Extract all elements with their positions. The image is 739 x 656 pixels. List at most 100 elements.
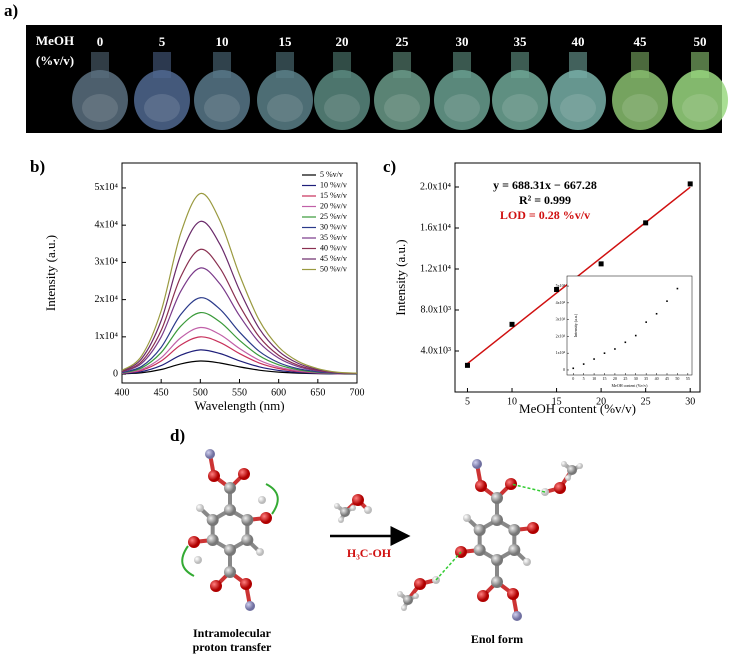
data-point (593, 358, 595, 360)
atom (241, 534, 254, 546)
x-tick-label: 25 (641, 396, 651, 407)
data-point (509, 321, 515, 327)
y-tick-label: 1x10⁴ (95, 331, 119, 342)
x-tick-label: 5 (583, 376, 585, 381)
atom (238, 468, 250, 480)
legend-label: 20 %v/v (320, 201, 347, 210)
flask-glow (622, 94, 658, 122)
y-tick-label: 8.0x10³ (421, 304, 452, 315)
photo-header: MeOH (36, 33, 74, 48)
spectrum-line (121, 220, 358, 374)
column-label: 20 (336, 34, 349, 49)
atom (208, 470, 220, 482)
x-tick-label: 10 (507, 396, 517, 407)
x-tick-label: 15 (603, 376, 607, 381)
atom (554, 482, 566, 494)
atom (523, 558, 531, 566)
data-point (603, 352, 606, 354)
y-tick-label: 1.2x10⁴ (420, 263, 452, 274)
annotation: R² = 0.999 (519, 193, 571, 207)
y-tick-label: 2.0x10⁴ (420, 181, 452, 192)
data-point (554, 286, 560, 292)
atom (512, 611, 522, 621)
proton-arrow (265, 483, 279, 515)
atom (364, 506, 372, 514)
column-label: 40 (572, 34, 585, 49)
atom (475, 480, 487, 492)
atom (473, 524, 486, 536)
legend-label: 35 %v/v (320, 233, 347, 242)
atom (260, 512, 272, 524)
atom (491, 576, 503, 588)
annotation: y = 688.31x − 667.28 (493, 178, 597, 192)
spectrum-line (121, 192, 358, 374)
column-label: 50 (694, 34, 707, 49)
caption: Intramolecular (193, 626, 272, 640)
data-point (582, 363, 585, 365)
y-axis-title: Intensity (a.u.) (43, 235, 58, 311)
x-axis-title: MeOH content (%v/v) (519, 401, 636, 416)
atom (397, 591, 403, 597)
y-tick-label: 5x10⁴ (95, 182, 119, 193)
flask-body (492, 70, 548, 130)
x-axis-title: MeOH content (%v/v) (612, 383, 649, 388)
atom (561, 461, 567, 467)
x-tick-label: 10 (592, 376, 596, 381)
y-tick-label: 3x10⁴ (556, 317, 566, 322)
photo-header: (%v/v) (36, 53, 74, 68)
flask-body (134, 70, 190, 130)
y-axis-title: Intensity (a.u.) (573, 313, 578, 337)
plot-frame (121, 162, 358, 384)
atom (472, 459, 482, 469)
x-tick-label: 0 (572, 376, 574, 381)
atom (491, 514, 503, 526)
atom (567, 465, 577, 475)
column-label: 25 (396, 34, 410, 49)
h-bond (510, 483, 546, 493)
x-tick-label: 15 (552, 396, 562, 407)
data-point (598, 261, 604, 267)
atom (565, 475, 571, 481)
legend-label: 10 %v/v (320, 180, 347, 189)
flask-glow (204, 94, 240, 122)
panel-label: a) (4, 1, 18, 20)
x-tick-label: 30 (634, 376, 638, 381)
data-point (643, 220, 649, 226)
x-tick-label: 45 (665, 376, 669, 381)
atom (206, 534, 219, 546)
x-tick-label: 700 (350, 387, 365, 398)
flask-body (550, 70, 606, 130)
atom (188, 536, 200, 548)
annotation: LOD = 0.28 %v/v (500, 208, 590, 222)
flask-glow (444, 94, 480, 122)
proton-arrow (181, 545, 195, 577)
x-tick-label: 5 (465, 396, 470, 407)
atom (491, 492, 503, 504)
x-axis-title: Wavelength (nm) (194, 398, 284, 413)
atom (338, 517, 344, 523)
flask-photo (72, 52, 728, 130)
x-tick-label: 650 (310, 387, 325, 398)
legend-label: 5 %v/v (320, 170, 343, 179)
y-tick-label: 2x10⁴ (556, 333, 566, 338)
x-tick-label: 600 (271, 387, 286, 398)
atom (352, 494, 364, 506)
atom (224, 544, 236, 556)
x-tick-label: 50 (675, 376, 679, 381)
atom (224, 566, 236, 578)
y-tick-label: 3x10⁴ (95, 257, 119, 268)
atom (577, 463, 583, 469)
column-label: 5 (159, 34, 166, 49)
molecule-diagram (181, 449, 583, 621)
atom (350, 505, 356, 511)
atom (463, 514, 471, 522)
h-bond (435, 551, 462, 581)
y-tick-label: 4x10⁴ (95, 219, 119, 230)
x-tick-label: 450 (154, 387, 169, 398)
atom (507, 588, 519, 600)
data-point (614, 348, 616, 350)
atom (210, 580, 222, 592)
atom (224, 482, 236, 494)
column-label: 0 (97, 34, 104, 49)
flask-glow (384, 94, 420, 122)
